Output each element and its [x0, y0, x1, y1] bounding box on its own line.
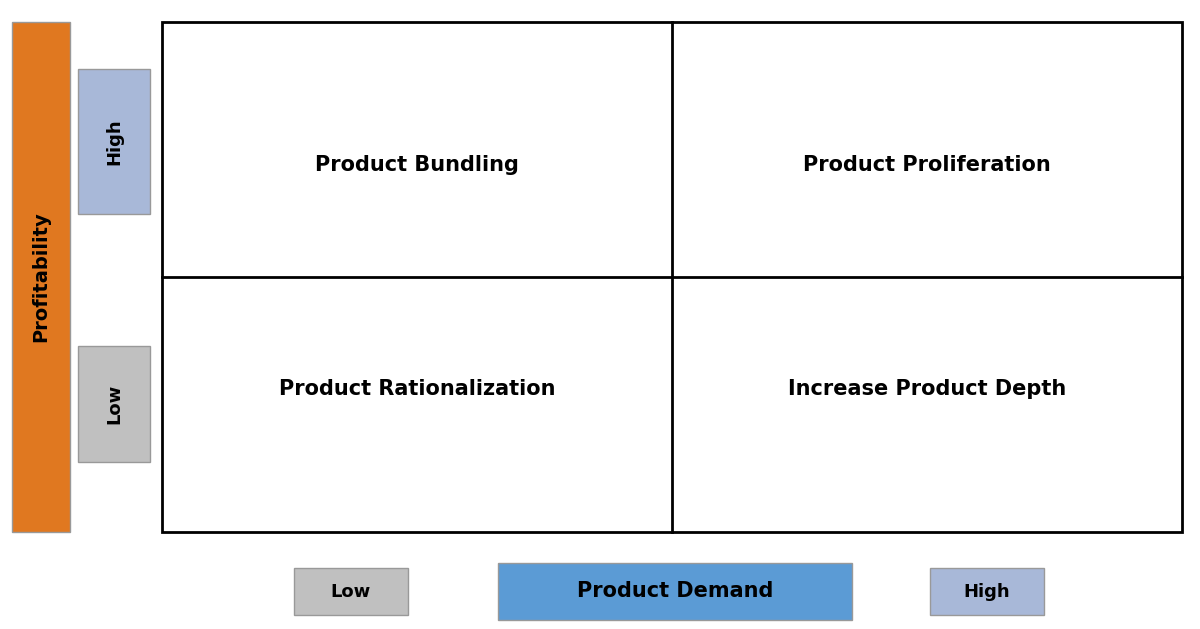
Text: Product Rationalization: Product Rationalization: [278, 379, 556, 399]
Text: High: High: [106, 118, 124, 165]
FancyBboxPatch shape: [294, 568, 408, 615]
Bar: [162, 22, 1182, 532]
Text: Profitability: Profitability: [31, 211, 50, 342]
FancyBboxPatch shape: [498, 563, 852, 620]
Text: Low: Low: [331, 582, 371, 601]
Text: Product Proliferation: Product Proliferation: [803, 155, 1051, 175]
Text: Product Demand: Product Demand: [577, 581, 773, 601]
Text: High: High: [964, 582, 1010, 601]
FancyBboxPatch shape: [78, 69, 150, 214]
Text: Low: Low: [106, 384, 124, 424]
FancyBboxPatch shape: [12, 22, 70, 532]
Text: Increase Product Depth: Increase Product Depth: [788, 379, 1066, 399]
FancyBboxPatch shape: [78, 346, 150, 462]
Text: Product Bundling: Product Bundling: [316, 155, 518, 175]
FancyBboxPatch shape: [930, 568, 1044, 615]
